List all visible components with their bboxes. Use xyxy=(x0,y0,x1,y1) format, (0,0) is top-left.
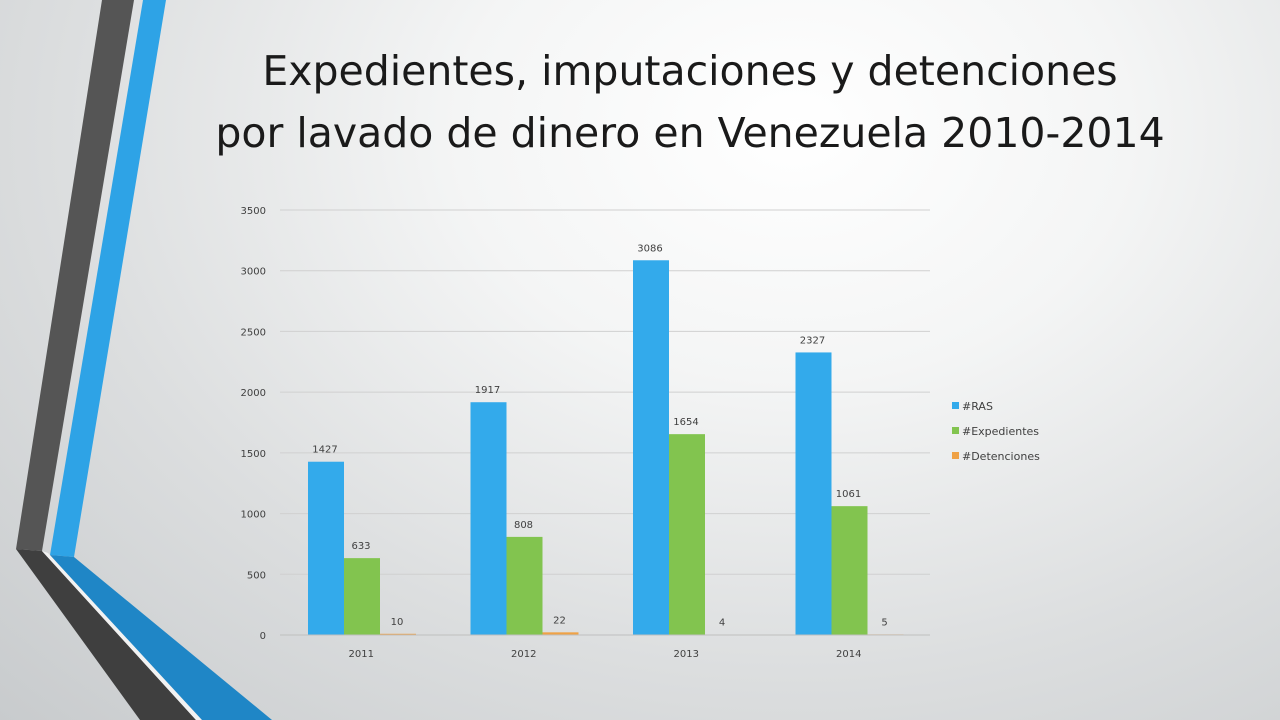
bar-expedientes xyxy=(344,558,380,635)
bar-expedientes xyxy=(506,536,543,635)
legend-label: #RAS xyxy=(962,400,993,413)
data-label: 3086 xyxy=(637,243,662,254)
decor-dark-bar-lower xyxy=(16,549,196,720)
bar-ras xyxy=(633,260,669,635)
x-tick-label: 2011 xyxy=(349,649,374,660)
bar-detenciones xyxy=(380,633,416,635)
y-tick-label: 1000 xyxy=(241,510,266,521)
bar-expedientes xyxy=(669,434,705,635)
legend-swatch xyxy=(952,427,959,434)
slide-title: Expedientes, imputaciones y detenciones … xyxy=(120,40,1260,164)
x-tick-label: 2013 xyxy=(674,649,699,660)
x-tick-label: 2014 xyxy=(836,649,861,660)
decor-blue-bar-lower xyxy=(50,555,272,720)
y-tick-label: 3500 xyxy=(241,206,266,217)
bar-ras xyxy=(308,461,344,635)
legend-label: #Expedientes xyxy=(962,425,1039,438)
data-label: 4 xyxy=(719,618,725,629)
x-tick-label: 2012 xyxy=(511,649,536,660)
y-tick-label: 3000 xyxy=(241,267,266,278)
decor-dark-bar-upper xyxy=(16,0,134,551)
data-label: 1427 xyxy=(312,445,337,456)
data-label: 2327 xyxy=(800,335,825,346)
data-label: 1917 xyxy=(475,385,500,396)
bar-ras xyxy=(470,402,507,635)
slide-title-line-1: Expedientes, imputaciones y detenciones xyxy=(262,47,1118,95)
data-label: 1061 xyxy=(836,489,861,500)
decor-white-edge xyxy=(42,551,202,720)
slide-title-line-2: por lavado de dinero en Venezuela 2010-2… xyxy=(215,109,1165,157)
y-tick-label: 2500 xyxy=(241,327,266,338)
legend-swatch xyxy=(952,452,959,459)
data-label: 10 xyxy=(391,617,404,628)
y-tick-label: 1500 xyxy=(241,449,266,460)
decor-blue-bar-upper xyxy=(50,0,166,557)
legend-label: #Detenciones xyxy=(962,450,1040,463)
y-tick-label: 0 xyxy=(260,631,266,642)
bar-expedientes xyxy=(831,506,868,635)
y-tick-label: 500 xyxy=(247,570,266,581)
data-label: 22 xyxy=(553,615,566,626)
legend-swatch xyxy=(952,402,959,409)
bar-ras xyxy=(795,352,832,635)
data-label: 808 xyxy=(514,520,533,531)
data-label: 1654 xyxy=(673,417,698,428)
bar-detenciones xyxy=(542,632,579,635)
data-label: 5 xyxy=(881,617,887,628)
data-label: 633 xyxy=(351,541,370,552)
y-tick-label: 2000 xyxy=(241,388,266,399)
